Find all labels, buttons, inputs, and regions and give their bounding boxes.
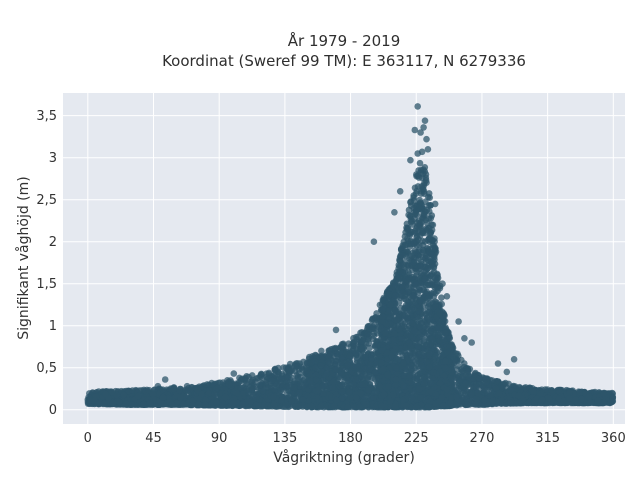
- data-point: [429, 221, 437, 229]
- chart-subtitle: Koordinat (Sweref 99 TM): E 363117, N 62…: [162, 52, 526, 70]
- data-points: [84, 103, 617, 411]
- data-point: [428, 226, 436, 234]
- data-point: [265, 369, 273, 377]
- data-point: [438, 294, 445, 302]
- data-point: [292, 394, 300, 402]
- data-point: [365, 340, 373, 347]
- chart-title: År 1979 - 2019: [288, 31, 401, 50]
- data-point: [371, 369, 379, 376]
- data-point: [430, 262, 438, 270]
- data-point: [312, 351, 319, 359]
